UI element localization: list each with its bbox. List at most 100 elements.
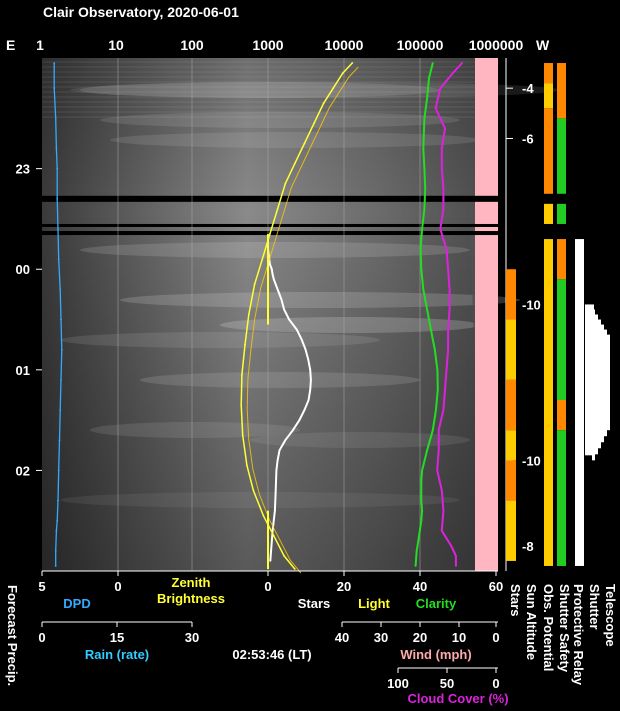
bottom-tick-label: 20 [337,579,351,594]
status-segment [544,203,553,224]
top-tick-label: 100 [180,37,204,53]
data-point [60,318,62,321]
data-point [307,358,310,361]
data-point [284,182,287,185]
data-point [58,439,61,442]
data-point [272,278,275,281]
data-point [431,429,434,432]
bottom-tick-label: 0 [264,579,271,594]
data-point [54,565,57,567]
data-point [440,167,443,170]
data-point [240,404,243,406]
time-axis: 23 00 01 02 [16,162,42,478]
data-point [421,228,423,230]
data-point [436,389,439,391]
data-point [455,555,457,557]
data-point [284,439,287,442]
data-point [442,208,445,210]
data-point [274,489,277,492]
data-point [280,298,283,301]
telescope-segment [598,319,601,449]
time-label: 02 [16,463,30,478]
data-point [440,489,443,492]
time-label: 01 [16,363,30,378]
wind-tick-label: 30 [374,630,388,645]
data-point [56,197,59,200]
bottom-tick-label: 0 [114,579,121,594]
data-point [422,288,425,291]
data-point [272,534,275,537]
data-point [440,147,443,150]
top-tick-label: 10000 [325,37,364,53]
telescope-segment [604,329,607,437]
status-column-label: Telescope [603,584,618,647]
time-label: 23 [16,162,30,177]
data-point [269,560,272,562]
status-segment [557,430,566,566]
data-point [436,368,439,371]
data-point [275,469,278,472]
rain-tick-label: 15 [110,630,124,645]
data-point [418,529,421,532]
rain-tick-label: 30 [185,630,199,645]
status-segment [557,400,566,431]
rain-tick-label: 0 [38,630,45,645]
data-point [423,117,426,120]
telescope-segment [601,324,604,443]
data-point [269,263,271,266]
data-point [447,268,449,271]
chart-title: Clair Observatory, 2020-06-01 [43,4,239,20]
data-point [295,328,298,331]
cloud-tick-label: 100 [387,676,409,691]
data-point [426,97,428,100]
data-point [56,167,59,170]
data-point [448,288,451,291]
plot-area [0,58,560,574]
data-point [53,87,56,90]
bottom-axes: 5 0 0 20 40 60 DPD Zenith Brightness Stars Li… [38,570,509,706]
series-layer [53,62,463,574]
status-column-label: Sun Altitude [524,584,539,660]
data-gap [0,231,498,236]
data-point [442,187,445,190]
data-point [430,328,432,331]
status-column-labels: Stars Sun Altitude Obs. Potential Shutter S… [508,584,618,686]
data-point [426,308,428,311]
data-point [419,248,422,251]
data-point [56,519,59,522]
data-point [420,479,423,482]
data-gaps [0,195,498,236]
data-point [450,545,453,547]
data-point [434,107,437,110]
data-point [423,208,426,210]
data-point [461,62,463,64]
data-point [59,288,62,291]
data-point [241,374,243,376]
data-point [309,389,312,391]
data-point [447,348,449,351]
vertical-gridlines [117,58,421,571]
cloud-axis-ticks: 100 50 0 [387,668,500,691]
top-tick-label: 1000000 [469,37,524,53]
data-point [437,429,440,432]
data-point [253,283,256,286]
telescope-segment [592,309,595,461]
timestamp: 02:53:46 (LT) [232,647,311,662]
data-point [307,399,310,401]
data-point [262,514,265,517]
light-title: Light [358,596,390,611]
stars-status-column [506,269,516,561]
data-point [455,565,457,567]
bottom-tick-label: 60 [489,579,503,594]
data-point [246,464,248,467]
wind-axis-ticks: 40 30 20 10 0 [335,622,500,645]
zenith-title-1: Zenith [172,575,211,590]
data-point [303,142,306,145]
data-point [55,147,58,150]
stars-status-segment [506,430,516,461]
data-point [304,348,307,351]
data-point [310,379,312,381]
forecast-precip-label: Forecast Precip. [5,585,20,686]
telescope-segment [595,314,598,455]
